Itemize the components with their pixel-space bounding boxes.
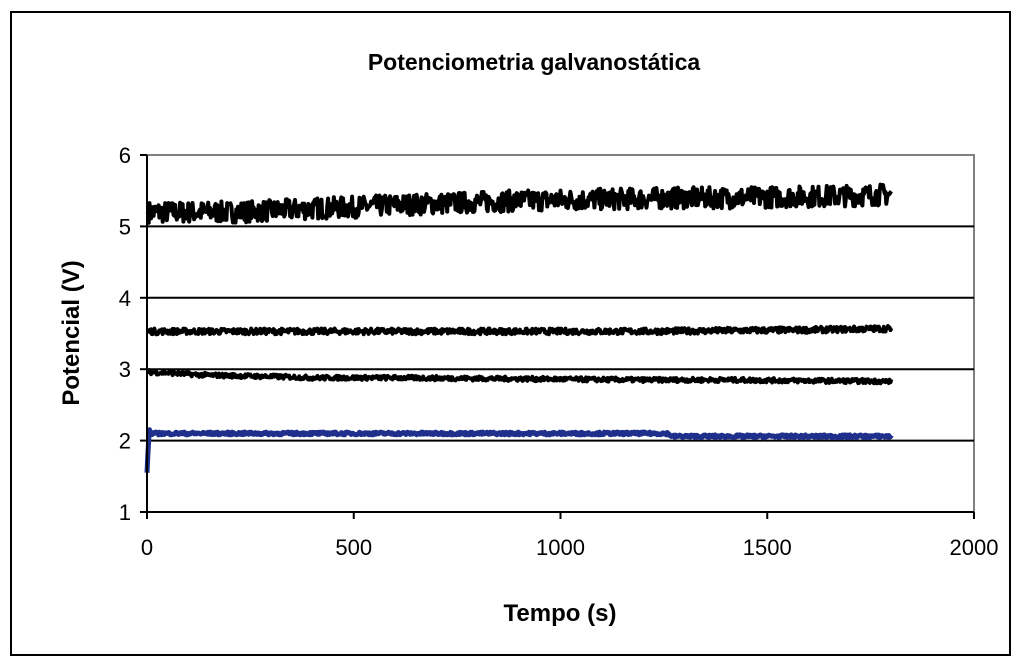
tick-labels: 1 2 3 4 5 6 0 500 1000 1500 2000 <box>119 143 999 560</box>
series-line-3 <box>145 368 894 386</box>
x-tick-label: 2000 <box>950 535 999 560</box>
y-tick-label: 6 <box>119 143 131 168</box>
x-axis-label: Tempo (s) <box>504 600 617 627</box>
series-line-1 <box>145 182 893 225</box>
x-tick-label: 1000 <box>536 535 585 560</box>
axes <box>140 154 975 519</box>
y-tick-label: 4 <box>119 286 131 311</box>
chart-svg: Potenciometria galvanostática 1 2 3 4 5 6 0 500… <box>58 49 999 627</box>
chart-frame: Potenciometria galvanostática 1 2 3 4 5 6 0 500… <box>10 11 1011 656</box>
x-tick-label: 500 <box>335 535 372 560</box>
y-tick-label: 1 <box>119 500 131 525</box>
chart-title: Potenciometria galvanostática <box>368 49 701 75</box>
y-tick-label: 3 <box>119 357 131 382</box>
series-group <box>144 182 894 473</box>
series-line-2 <box>145 324 894 337</box>
y-axis-label: Potencial (V) <box>58 260 85 405</box>
y-tick-label: 5 <box>119 214 131 239</box>
y-tick-label: 2 <box>119 429 131 454</box>
gridlines <box>147 225 974 442</box>
x-tick-label: 1500 <box>743 535 792 560</box>
series-line-4 <box>144 427 894 473</box>
x-tick-label: 0 <box>141 535 153 560</box>
